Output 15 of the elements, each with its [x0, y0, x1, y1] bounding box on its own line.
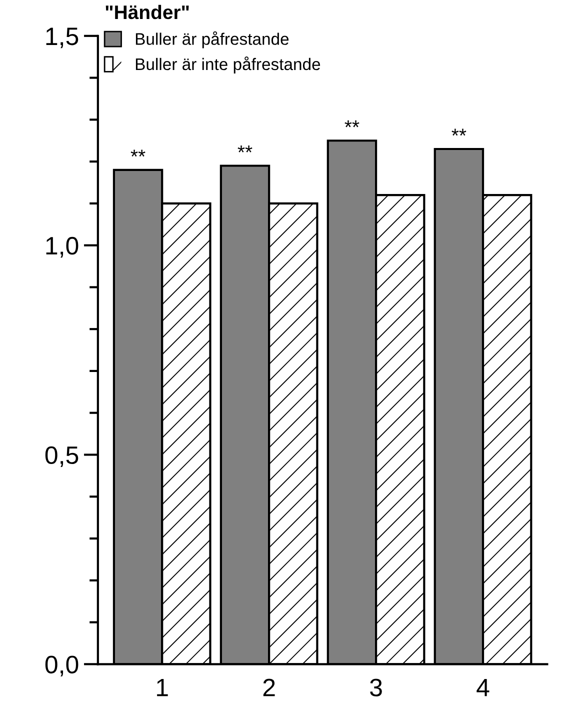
annotation: ** — [344, 120, 360, 128]
y-tick-label: 0,5 — [45, 446, 78, 467]
annotation: ** — [238, 146, 252, 152]
x-tick-label: 3 — [370, 678, 382, 696]
legend-title: "Händer" — [106, 4, 189, 20]
y-tick-label: 1,5 — [46, 28, 78, 48]
x-tick-label: 1 — [157, 678, 168, 696]
legend-label: Buller är påfrestande — [136, 31, 289, 48]
y-tick-label: 1,0 — [46, 236, 78, 258]
x-tick-label: 2 — [263, 678, 275, 696]
y-tick-label: 0,0 — [45, 656, 78, 676]
legend-label: Buller är inte påfrestande — [136, 56, 320, 74]
x-tick-label: 4 — [476, 678, 490, 696]
annotation: ** — [130, 150, 146, 157]
annotation: ** — [452, 128, 466, 136]
